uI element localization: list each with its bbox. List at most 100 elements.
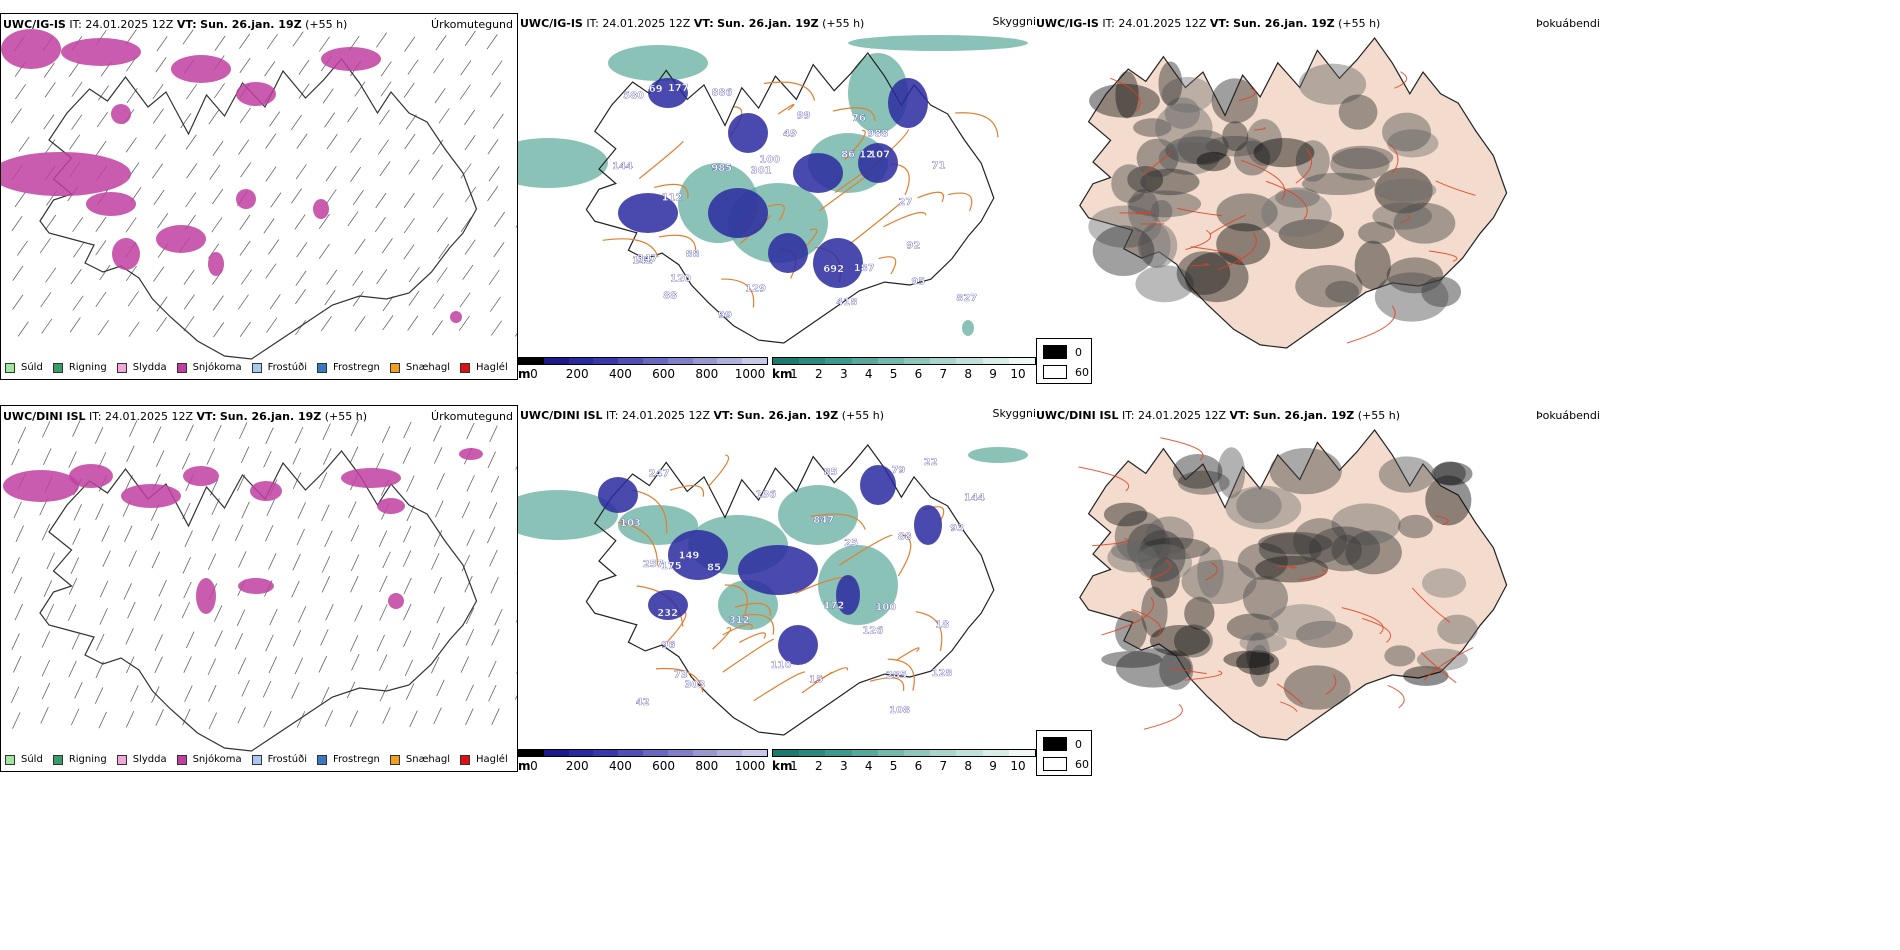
fog-swatch bbox=[1043, 365, 1067, 379]
legend-label: Snæhagl bbox=[405, 754, 451, 765]
colorbar-tick: 7 bbox=[939, 759, 948, 773]
cloud-base-label: 827 bbox=[956, 293, 977, 304]
cloud-base-label: 99 bbox=[797, 111, 811, 122]
precip-legend: Súld Rigning Slydda Snjókoma Frostúði Frostre… bbox=[5, 362, 518, 373]
colorbar-tick: 3 bbox=[839, 759, 848, 773]
cloud-base-label: 12 bbox=[859, 150, 873, 161]
legend-item: Frostúði bbox=[251, 754, 307, 765]
cloud-base-label: 175 bbox=[661, 561, 682, 572]
red-rivers bbox=[1110, 71, 1476, 344]
legend-swatch bbox=[389, 754, 400, 765]
colorbar-tick: 200 bbox=[565, 759, 589, 773]
cloud-base-label: 187 bbox=[854, 263, 875, 274]
legend-swatch bbox=[317, 362, 327, 373]
panel-title: Úrkomutegund bbox=[431, 18, 513, 31]
cloud-base-label: 85 bbox=[707, 562, 721, 573]
colorbar-tick: 8 bbox=[964, 759, 973, 773]
panel-title: Þokuábendi bbox=[1536, 17, 1600, 30]
cloud-base-label: 25 bbox=[844, 538, 858, 549]
cloud-base-label: 108 bbox=[889, 705, 910, 716]
legend-item: Frostregn bbox=[317, 754, 380, 765]
cloud-base-label: 580 bbox=[623, 91, 644, 102]
legend-item: Haglél bbox=[460, 362, 508, 373]
panel-header: UWC/IG-IS IT: 24.01.2025 12Z VT: Sun. 26… bbox=[1036, 17, 1381, 30]
cloud-base-label: 79 bbox=[891, 465, 905, 476]
legend-item: Haglél bbox=[460, 754, 508, 765]
colorbar-tick: 5 bbox=[889, 367, 898, 381]
panel-title: Þokuábendi bbox=[1536, 409, 1600, 422]
cloud-base-label: 120 bbox=[670, 274, 691, 285]
cloud-panel-row1: 985 988 580 827 95 100 99 142 144 418 107 112 886 88 1… bbox=[518, 13, 1036, 381]
cloud-base-label: 42 bbox=[636, 697, 650, 708]
cloud-base-label: 172 bbox=[823, 601, 844, 612]
ceiling-colorbar: m 0 200 400 600 800 1000 bbox=[518, 749, 768, 779]
cloud-base-label: 312 bbox=[729, 615, 750, 626]
legend-swatch bbox=[389, 362, 400, 373]
colorbar-tick: 600 bbox=[652, 759, 676, 773]
legend-swatch bbox=[176, 362, 187, 373]
panel-title: Skyggni bbox=[992, 407, 1036, 420]
colorbar-tick: 3 bbox=[839, 367, 848, 381]
cloud-base-label: 301 bbox=[751, 166, 772, 177]
legend-swatch bbox=[52, 754, 63, 765]
legend-swatch bbox=[116, 754, 127, 765]
visibility-colorbar: km 1 2 3 4 5 6 7 8 9 10 bbox=[772, 357, 1036, 387]
legend-label: Rigning bbox=[68, 362, 107, 373]
colorbar-tick: 800 bbox=[695, 367, 719, 381]
cloud-base-label: 232 bbox=[657, 608, 678, 619]
precip-map-row1 bbox=[1, 29, 517, 360]
colorbar-tick: 200 bbox=[565, 367, 589, 381]
cloud-base-label: 144 bbox=[964, 493, 985, 504]
cloud-base-label: 18 bbox=[935, 619, 949, 630]
legend-item: Rigning bbox=[52, 754, 107, 765]
colorbar-tick: 4 bbox=[864, 759, 873, 773]
legend-label: Frostregn bbox=[333, 362, 380, 373]
legend-item: Frostregn bbox=[317, 362, 380, 373]
colorbar-tick: 5 bbox=[889, 759, 898, 773]
cloud-base-label: 136 bbox=[755, 490, 776, 501]
fog-legend: 0 60 bbox=[1036, 730, 1092, 776]
cloud-base-label: 22 bbox=[924, 457, 938, 468]
cloud-map-row1: 985 988 580 827 95 100 99 142 144 418 107 112 886 88 1… bbox=[518, 35, 1028, 344]
legend-item: Snæhagl bbox=[389, 362, 450, 373]
snow-areas bbox=[3, 448, 483, 614]
precip-panel-row2: UWC/DINI ISL IT: 24.01.2025 12Z VT: Sun.… bbox=[0, 405, 518, 772]
cloud-base-label: 144 bbox=[612, 161, 633, 172]
cloud-base-label: 88 bbox=[686, 249, 700, 260]
fog-label: 60 bbox=[1075, 758, 1089, 771]
cloud-base-label: 988 bbox=[867, 128, 888, 139]
fog-map-row1 bbox=[1079, 37, 1508, 349]
iceland-outline bbox=[585, 444, 995, 736]
cloud-base-label: 692 bbox=[823, 264, 844, 275]
cloud-base-label: 96 bbox=[661, 640, 675, 651]
cloud-base-label: 86 bbox=[841, 149, 855, 160]
panel-header: UWC/IG-IS IT: 24.01.2025 12Z VT: Sun. 26… bbox=[520, 17, 865, 30]
legend-label: Slydda bbox=[132, 754, 167, 765]
colorbar-tick: 10 bbox=[1010, 759, 1026, 773]
cloud-base-label: 110 bbox=[771, 660, 792, 671]
fog-panel-row2: UWC/DINI ISL IT: 24.01.2025 12Z VT: Sun.… bbox=[1036, 405, 1900, 776]
colorbar-tick: 6 bbox=[914, 367, 923, 381]
cloud-base-areas bbox=[598, 465, 942, 665]
legend-swatch bbox=[251, 362, 262, 373]
colorbar-tick: 4 bbox=[864, 367, 873, 381]
iceland-landmass bbox=[1079, 429, 1508, 741]
iceland-outline bbox=[39, 58, 478, 360]
cloud-base-label: 103 bbox=[620, 518, 641, 529]
cloud-base-label: 126 bbox=[862, 626, 883, 637]
cloud-base-labels: 172 79 93 25 303 247 96 73 85 136 103 100 285 257 22 84… bbox=[620, 457, 985, 716]
cloud-base-label: 247 bbox=[649, 468, 670, 479]
cloud-base-label: 142 bbox=[632, 256, 653, 267]
cloud-base-label: 100 bbox=[875, 602, 896, 613]
panel-title: Skyggni bbox=[992, 15, 1036, 28]
legend-label: Snjókoma bbox=[192, 754, 242, 765]
panel-header: UWC/DINI ISL IT: 24.01.2025 12Z VT: Sun.… bbox=[3, 410, 368, 423]
fog-label: 0 bbox=[1075, 738, 1082, 751]
cloud-base-label: 73 bbox=[674, 669, 688, 680]
legend-item: Snjókoma bbox=[176, 362, 242, 373]
snow-areas bbox=[1, 29, 462, 323]
legend-item: Rigning bbox=[52, 362, 107, 373]
legend-item: Snjókoma bbox=[176, 754, 242, 765]
colorbar-unit: km bbox=[772, 759, 793, 773]
legend-swatch bbox=[5, 362, 15, 373]
